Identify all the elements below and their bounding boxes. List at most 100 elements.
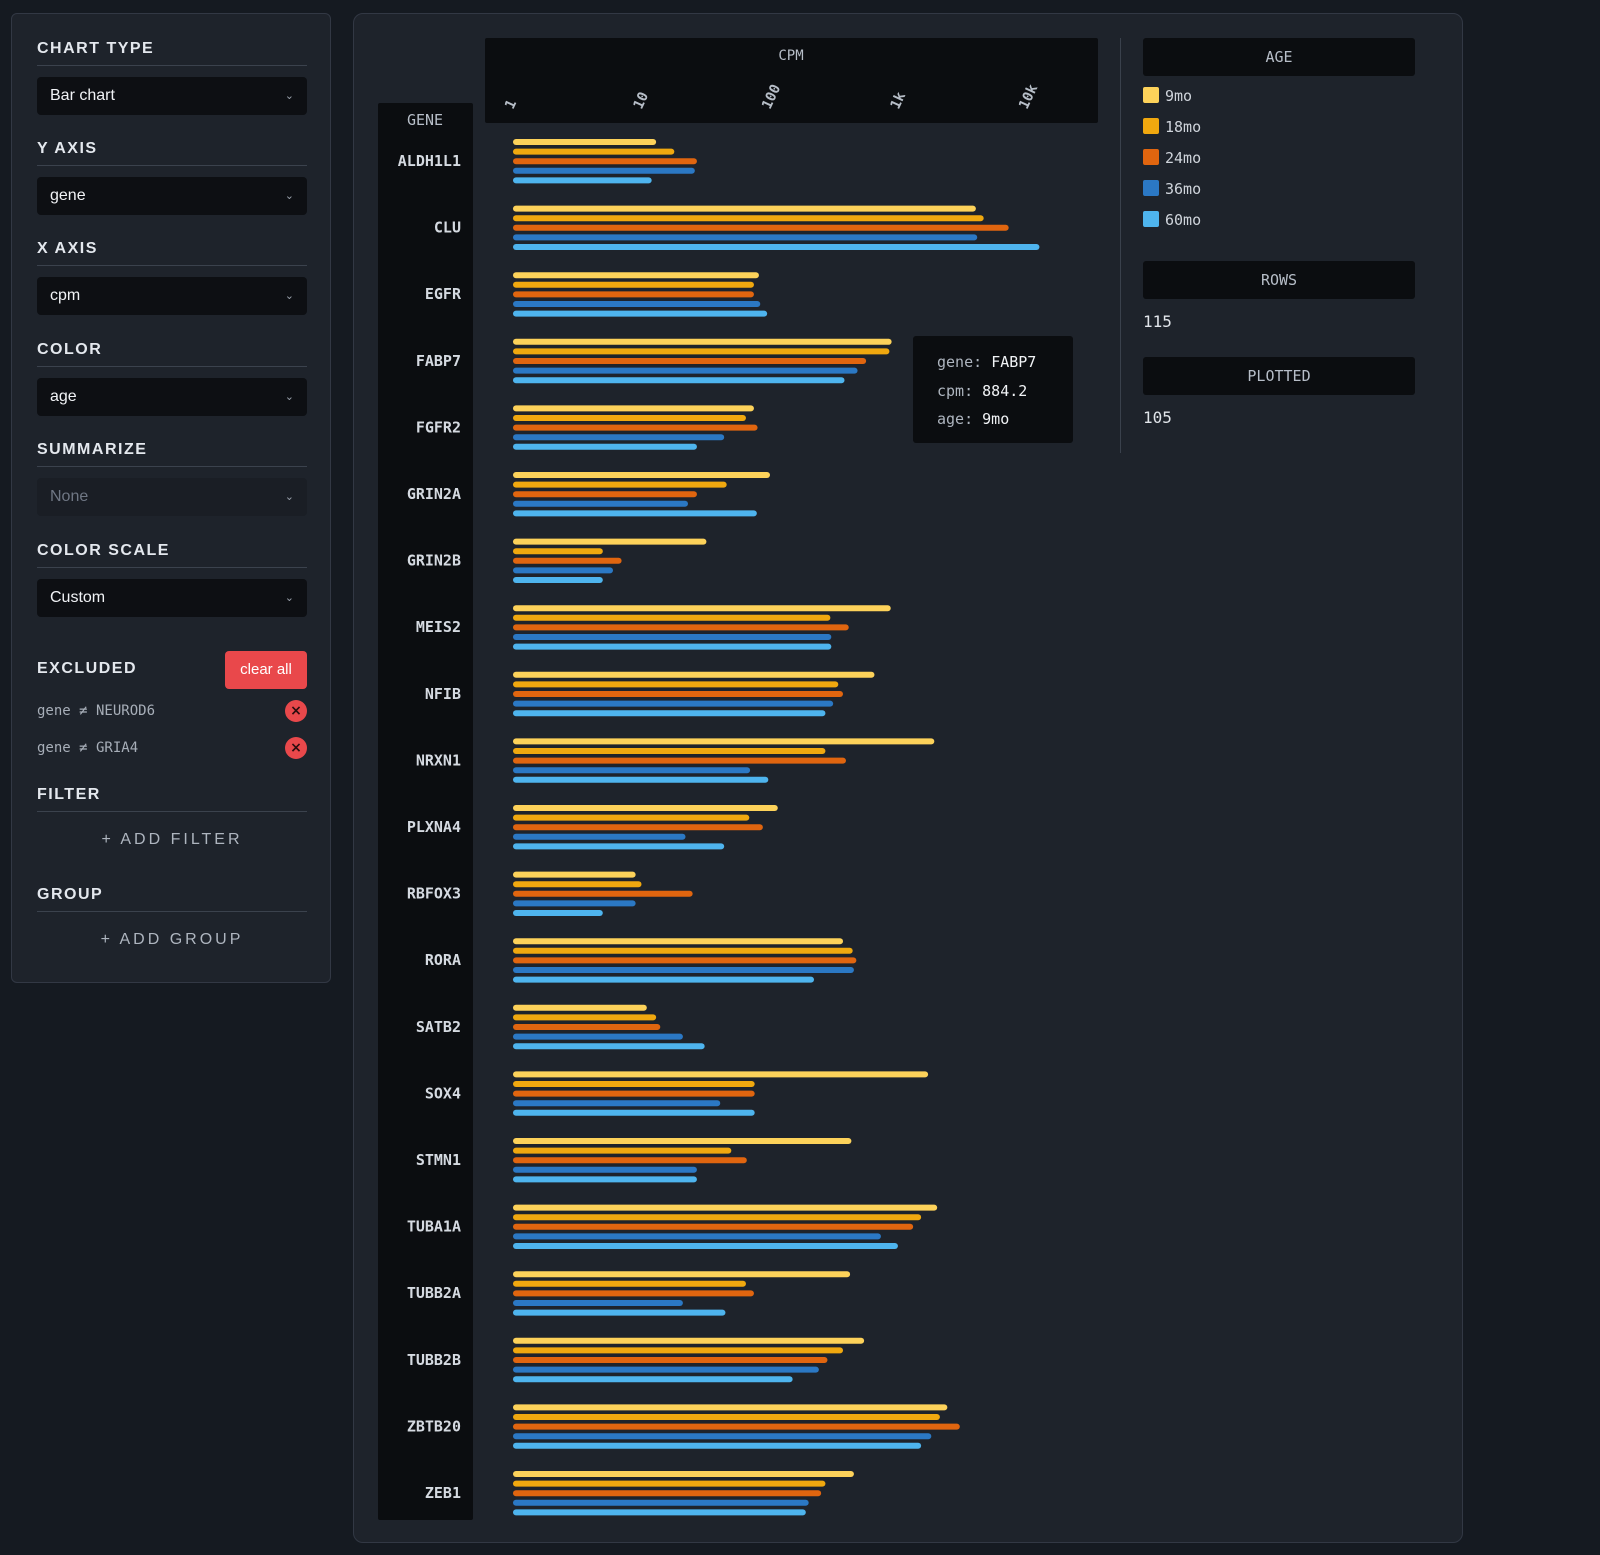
bar-zeb1-24mo[interactable] [513,1490,822,1497]
bar-rbfox3-9mo[interactable] [513,871,636,878]
bar-satb2-60mo[interactable] [513,1043,705,1050]
bar-aldh1l1-36mo[interactable] [513,167,695,174]
bar-grin2a-9mo[interactable] [513,472,770,478]
bar-egfr-24mo[interactable] [513,291,754,298]
bar-grin2b-36mo[interactable] [513,567,613,574]
bar-meis2-9mo[interactable] [513,605,891,612]
bar-meis2-60mo[interactable] [513,643,832,650]
bar-egfr-36mo[interactable] [513,301,761,307]
bar-rbfox3-60mo[interactable] [513,910,603,916]
bar-zeb1-36mo[interactable] [513,1499,809,1506]
bar-nfib-24mo[interactable] [513,691,844,697]
bar-nrxn1-9mo[interactable] [513,738,935,745]
bar-zeb1-9mo[interactable] [513,1471,854,1477]
bar-zeb1-60mo[interactable] [513,1509,806,1516]
bar-grin2a-36mo[interactable] [513,500,688,507]
bar-fabp7-18mo[interactable] [513,348,890,355]
legend-item[interactable]: 24mo [1143,147,1201,169]
clear-all-button[interactable]: clear all [225,651,307,689]
bar-satb2-18mo[interactable] [513,1014,657,1021]
y-axis-select[interactable]: gene ⌄ [37,177,307,215]
bar-grin2a-18mo[interactable] [513,481,727,488]
bar-plxna4-9mo[interactable] [513,805,778,811]
bar-tubb2b-24mo[interactable] [513,1357,828,1363]
bar-tubb2b-36mo[interactable] [513,1366,819,1373]
bar-tubb2a-24mo[interactable] [513,1290,754,1297]
bar-fgfr2-24mo[interactable] [513,424,758,431]
bar-rora-36mo[interactable] [513,967,854,973]
legend-item[interactable]: 36mo [1143,178,1201,200]
bar-zbtb20-60mo[interactable] [513,1442,922,1449]
bar-rora-60mo[interactable] [513,976,815,983]
bar-fgfr2-9mo[interactable] [513,405,754,412]
bar-grin2b-24mo[interactable] [513,557,622,564]
legend-item[interactable]: 60mo [1143,209,1201,231]
bar-satb2-9mo[interactable] [513,1004,647,1011]
bar-clu-9mo[interactable] [513,205,976,212]
bar-fabp7-24mo[interactable] [513,358,867,364]
bar-meis2-36mo[interactable] [513,634,832,640]
bar-zbtb20-36mo[interactable] [513,1433,932,1440]
bar-grin2a-24mo[interactable] [513,491,697,498]
bar-stmn1-18mo[interactable] [513,1147,732,1154]
bar-meis2-18mo[interactable] [513,614,831,621]
bar-rbfox3-36mo[interactable] [513,900,636,907]
bar-tubb2a-36mo[interactable] [513,1300,683,1306]
bar-tuba1a-60mo[interactable] [513,1243,898,1249]
bar-nrxn1-24mo[interactable] [513,757,846,764]
remove-icon[interactable]: × [285,737,307,759]
chart-type-select[interactable]: Bar chart ⌄ [37,77,307,115]
bar-fgfr2-18mo[interactable] [513,415,746,421]
bar-fabp7-36mo[interactable] [513,367,858,374]
bar-satb2-24mo[interactable] [513,1024,661,1030]
bar-rora-24mo[interactable] [513,957,857,964]
legend-item[interactable]: 9mo [1143,85,1192,107]
x-axis-select[interactable]: cpm ⌄ [37,277,307,315]
bar-egfr-18mo[interactable] [513,281,754,288]
bar-plxna4-60mo[interactable] [513,843,725,850]
bar-aldh1l1-18mo[interactable] [513,148,675,155]
bar-aldh1l1-24mo[interactable] [513,158,697,165]
bar-nrxn1-18mo[interactable] [513,748,826,754]
bar-zbtb20-24mo[interactable] [513,1423,960,1430]
bar-stmn1-9mo[interactable] [513,1138,852,1144]
bar-tuba1a-36mo[interactable] [513,1233,881,1240]
bar-tuba1a-24mo[interactable] [513,1223,914,1230]
bar-sox4-18mo[interactable] [513,1081,755,1087]
bar-tubb2b-18mo[interactable] [513,1347,844,1354]
bar-clu-24mo[interactable] [513,224,1009,231]
bar-zbtb20-9mo[interactable] [513,1404,948,1411]
bar-meis2-24mo[interactable] [513,624,849,631]
bar-tuba1a-18mo[interactable] [513,1214,922,1221]
bar-aldh1l1-9mo[interactable] [513,139,657,145]
bar-rbfox3-18mo[interactable] [513,881,642,888]
bar-stmn1-36mo[interactable] [513,1166,697,1173]
bar-fgfr2-36mo[interactable] [513,434,725,441]
add-filter-button[interactable]: + ADD FILTER [101,831,243,848]
bar-clu-36mo[interactable] [513,234,978,241]
bar-stmn1-24mo[interactable] [513,1157,747,1164]
bar-tuba1a-9mo[interactable] [513,1204,938,1211]
bar-zeb1-18mo[interactable] [513,1480,826,1487]
bar-egfr-60mo[interactable] [513,310,768,317]
bar-satb2-36mo[interactable] [513,1033,683,1040]
bar-nfib-36mo[interactable] [513,700,834,707]
bar-sox4-24mo[interactable] [513,1090,755,1097]
bar-nfib-60mo[interactable] [513,710,826,717]
bar-nfib-18mo[interactable] [513,681,839,688]
bar-stmn1-60mo[interactable] [513,1176,697,1183]
bar-egfr-9mo[interactable] [513,272,759,279]
bar-grin2b-18mo[interactable] [513,548,603,555]
bar-grin2b-60mo[interactable] [513,577,603,583]
legend-item[interactable]: 18mo [1143,116,1201,138]
bar-zbtb20-18mo[interactable] [513,1414,940,1420]
bar-tubb2a-18mo[interactable] [513,1280,746,1287]
remove-icon[interactable]: × [285,700,307,722]
summarize-select[interactable]: None ⌄ [37,478,307,516]
bar-nrxn1-60mo[interactable] [513,776,769,783]
bar-fgfr2-60mo[interactable] [513,443,697,450]
bar-nrxn1-36mo[interactable] [513,767,751,774]
bar-grin2a-60mo[interactable] [513,510,757,517]
bar-tubb2b-60mo[interactable] [513,1376,793,1383]
bar-rora-9mo[interactable] [513,938,844,945]
